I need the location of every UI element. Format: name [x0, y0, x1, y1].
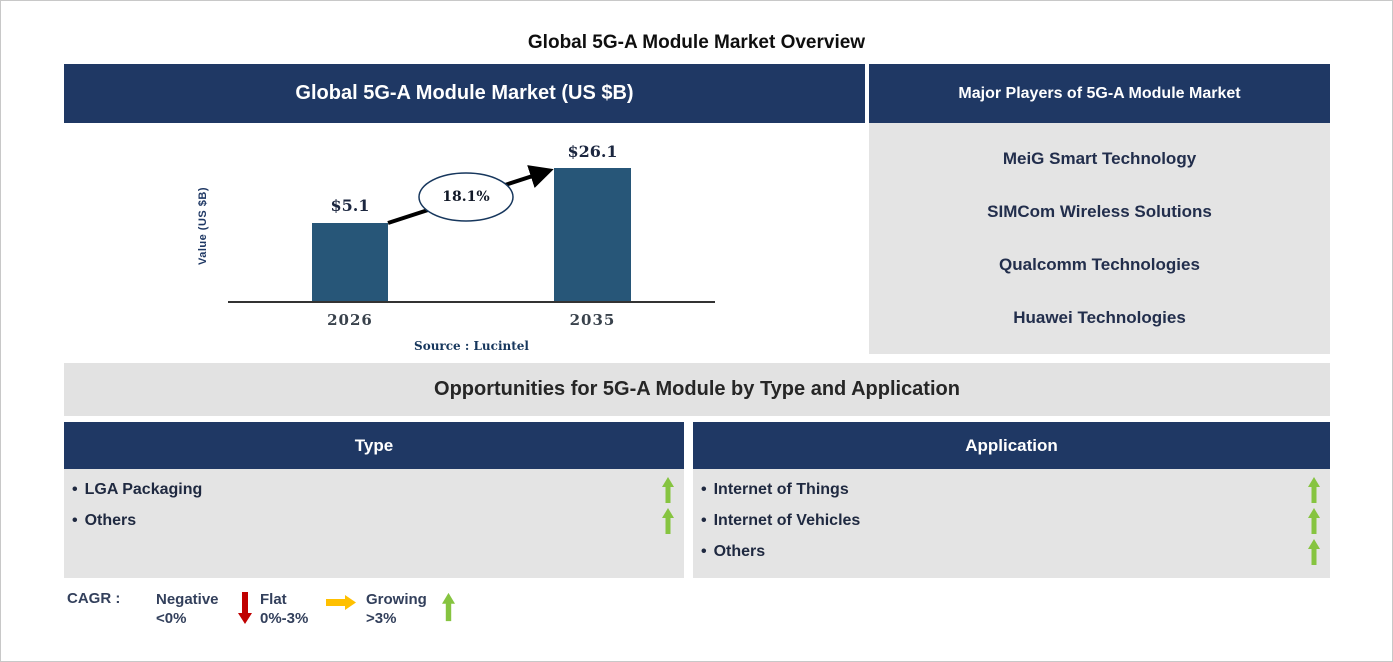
legend-entry-name: Growing	[366, 591, 427, 608]
cagr-legend-label: CAGR :	[67, 590, 121, 607]
type-item-label: Others	[84, 511, 137, 529]
list-item: • Internet of Things	[693, 474, 1330, 505]
opportunities-title: Opportunities for 5G-A Module by Type an…	[64, 363, 1330, 416]
bar-2026	[312, 223, 388, 302]
player-item: MeiG Smart Technology	[1002, 149, 1197, 169]
major-players-header: Major Players of 5G-A Module Market	[869, 64, 1330, 123]
value-label-2026: $5.1	[330, 196, 370, 215]
legend-entry-negative: Negative <0%	[156, 590, 224, 628]
player-item: Huawei Technologies	[1013, 307, 1186, 327]
flat-right-arrow-icon	[326, 595, 356, 610]
player-item: SIMCom Wireless Solutions	[987, 202, 1212, 222]
application-list: • Internet of Things • Internet of Vehic…	[693, 469, 1330, 578]
type-item-label: LGA Packaging	[84, 480, 203, 498]
growing-up-arrow-icon	[1308, 538, 1320, 565]
page-title: Global 5G-A Module Market Overview	[527, 32, 866, 53]
growing-up-arrow-icon	[442, 592, 455, 622]
player-item: Qualcomm Technologies	[999, 254, 1200, 274]
negative-down-arrow-icon	[238, 592, 252, 624]
type-list: • LGA Packaging • Others	[64, 469, 684, 578]
bullet: •	[701, 480, 707, 498]
category-label-2035: 2035	[569, 311, 616, 329]
application-column-header: Application	[693, 422, 1330, 469]
list-item: • Others	[693, 536, 1330, 567]
major-players-list: MeiG Smart Technology SIMCom Wireless So…	[869, 123, 1330, 354]
category-label-2026: 2026	[327, 311, 373, 329]
type-column-header: Type	[64, 422, 684, 469]
legend-entry-growing: Growing >3%	[366, 590, 432, 628]
bullet: •	[72, 480, 78, 498]
list-item: • LGA Packaging	[64, 474, 684, 505]
bullet: •	[701, 542, 707, 560]
legend-entry-range: >3%	[366, 610, 397, 627]
value-label-2035: $26.1	[567, 142, 618, 161]
list-item: • Others	[64, 505, 684, 536]
cagr-value: 18.1%	[442, 189, 490, 205]
legend-entry-range: 0%-3%	[260, 610, 309, 627]
growing-up-arrow-icon	[1308, 507, 1320, 534]
source-note: Source : Lucintel	[414, 339, 529, 353]
growing-up-arrow-icon	[662, 476, 674, 503]
cagr-legend: CAGR : Negative <0% Flat 0%-3% Growing >…	[67, 590, 455, 628]
legend-entry-flat: Flat 0%-3%	[260, 590, 316, 628]
growing-up-arrow-icon	[662, 507, 674, 534]
x-axis-line	[228, 301, 715, 303]
cagr-ellipse	[418, 172, 514, 222]
chart-panel-header: Global 5G-A Module Market (US $B)	[64, 64, 865, 123]
market-bar-chart: Value (US $B) 18.1% $5.1 $26.1 2026 2035…	[64, 123, 865, 363]
application-item-label: Internet of Vehicles	[713, 511, 861, 529]
legend-entry-name: Flat	[260, 591, 287, 608]
growing-up-arrow-icon	[1308, 476, 1320, 503]
list-item: • Internet of Vehicles	[693, 505, 1330, 536]
bullet: •	[72, 511, 78, 529]
bar-2035	[554, 168, 631, 302]
application-item-label: Others	[713, 542, 766, 560]
bullet: •	[701, 511, 707, 529]
legend-entry-name: Negative	[156, 591, 219, 608]
application-item-label: Internet of Things	[713, 480, 849, 498]
cagr-arrow-and-ellipse	[387, 165, 554, 225]
legend-entry-range: <0%	[156, 610, 187, 627]
